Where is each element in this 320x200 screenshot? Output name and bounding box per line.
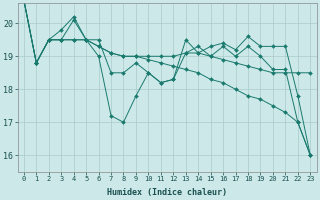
X-axis label: Humidex (Indice chaleur): Humidex (Indice chaleur) <box>107 188 227 197</box>
